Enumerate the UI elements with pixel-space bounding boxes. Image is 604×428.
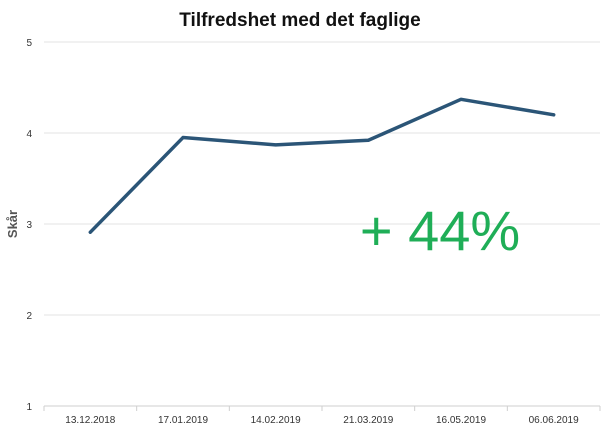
- change-annotation: + 44%: [360, 199, 520, 262]
- y-tick-label: 5: [26, 38, 32, 49]
- y-axis-label: Skår: [5, 210, 20, 238]
- x-tick-label: 14.02.2019: [251, 415, 301, 426]
- y-tick-label: 4: [26, 129, 32, 140]
- series-layer: [88, 97, 556, 234]
- y-tick-label: 2: [26, 311, 32, 322]
- x-tick-label: 16.05.2019: [436, 415, 486, 426]
- x-tick-label: 21.03.2019: [343, 415, 393, 426]
- y-tick-label: 1: [26, 402, 32, 413]
- x-tick-label: 13.12.2018: [65, 415, 115, 426]
- chart-title: Tilfredshet med det faglige: [179, 10, 420, 31]
- x-tick-label: 17.01.2019: [158, 415, 208, 426]
- y-axis-ticks: 1 2 3 4 5: [26, 38, 32, 413]
- y-tick-label: 3: [26, 220, 32, 231]
- x-axis-ticks: 13.12.2018 17.01.2019 14.02.2019 21.03.2019…: [43, 406, 601, 426]
- data-point: [366, 138, 370, 142]
- data-point: [274, 143, 278, 147]
- series-line-0: [88, 97, 556, 234]
- data-point: [552, 113, 556, 117]
- data-point: [459, 97, 463, 101]
- data-point: [181, 136, 185, 140]
- x-tick-label: 06.06.2019: [529, 415, 579, 426]
- data-point: [88, 230, 92, 234]
